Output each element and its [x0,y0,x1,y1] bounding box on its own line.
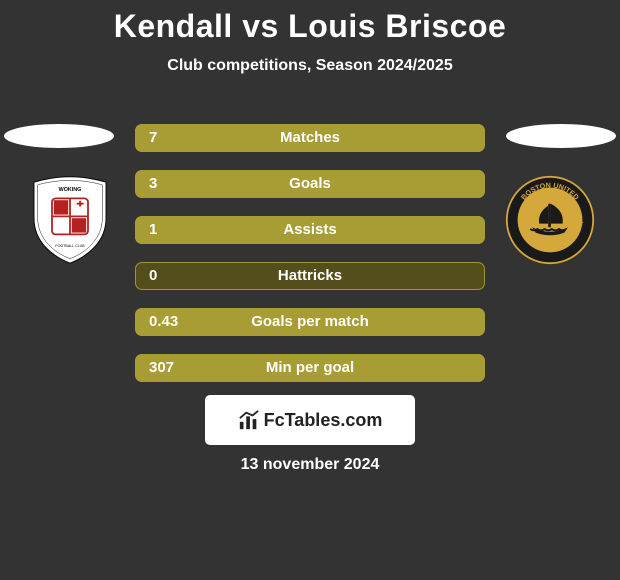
svg-text:★: ★ [577,218,584,227]
comparison-title: Kendall vs Louis Briscoe [0,0,620,45]
site-logo-box: FcTables.com [205,395,415,445]
stat-label: Goals per match [135,308,485,336]
stat-row: 7 Matches [135,124,485,152]
ellipse-shadow-left [4,124,114,148]
club-crest-right: BOSTON UNITED THE PILGRIMS ★ ★ [505,175,595,265]
stat-row: 0 Hattricks [135,262,485,290]
svg-text:WOKING: WOKING [59,187,82,193]
club-crest-left: WOKING FOOTBALL CLUB [25,175,115,265]
stat-row: 1 Assists [135,216,485,244]
stat-label: Hattricks [135,262,485,290]
stat-row: 307 Min per goal [135,354,485,382]
stat-label: Matches [135,124,485,152]
comparison-subtitle: Club competitions, Season 2024/2025 [0,57,620,75]
stat-label: Goals [135,170,485,198]
ellipse-shadow-right [506,124,616,148]
svg-text:★: ★ [518,218,525,227]
chart-icon [238,409,260,431]
comparison-date: 13 november 2024 [0,456,620,474]
svg-text:FOOTBALL CLUB: FOOTBALL CLUB [55,244,85,248]
site-logo-text: FcTables.com [264,410,383,431]
stat-label: Min per goal [135,354,485,382]
stats-bar-chart: 7 Matches 3 Goals 1 Assists 0 Hattricks … [135,124,485,400]
stat-label: Assists [135,216,485,244]
stat-row: 3 Goals [135,170,485,198]
stat-row: 0.43 Goals per match [135,308,485,336]
